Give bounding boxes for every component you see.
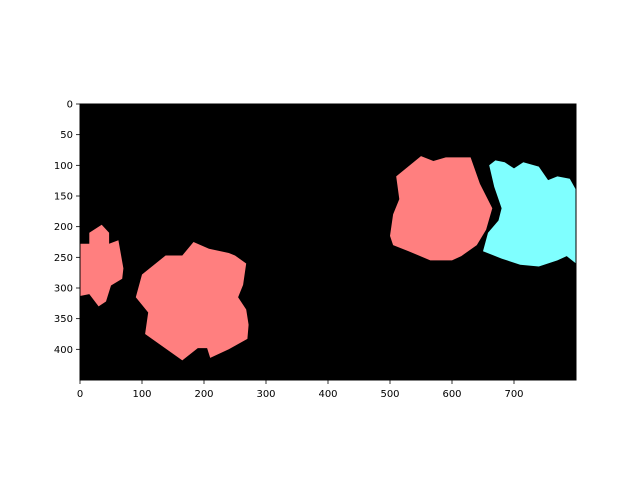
x-tick-label: 500 (380, 389, 399, 400)
regions-layer (80, 156, 576, 361)
y-tick-label: 0 (67, 100, 73, 111)
region-2 (135, 242, 249, 361)
x-tick-label: 0 (77, 389, 83, 400)
x-tick-label: 400 (318, 389, 337, 400)
y-tick-label: 400 (54, 345, 73, 356)
x-tick-label: 100 (132, 389, 151, 400)
x-tick-label: 700 (504, 389, 523, 400)
x-tick-label: 300 (256, 389, 275, 400)
region-4 (483, 160, 576, 267)
y-tick-label: 50 (60, 130, 73, 141)
x-tick-label: 600 (442, 389, 461, 400)
region-3 (390, 156, 493, 261)
region-1 (80, 224, 124, 307)
axes: 0 100 200 300 400 500 600 700 0 50 100 150 200 250 300… (54, 100, 577, 400)
y-tick-label: 300 (54, 284, 73, 295)
y-tick-label: 200 (54, 222, 73, 233)
y-tick-label: 100 (54, 161, 73, 172)
y-tick-label: 150 (54, 192, 73, 203)
x-tick-label: 200 (194, 389, 213, 400)
y-tick-label: 250 (54, 253, 73, 264)
y-tick-label: 350 (54, 314, 73, 325)
